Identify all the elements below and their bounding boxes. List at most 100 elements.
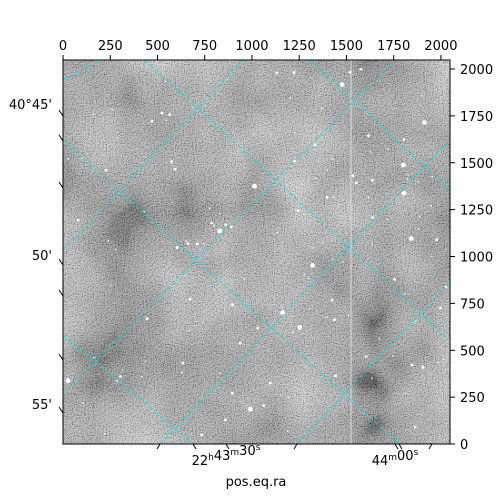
right-tick-label-0: 0 (460, 438, 468, 453)
star (342, 260, 345, 263)
star (401, 190, 407, 196)
grid-line-8 (63, 334, 194, 444)
right-tick-label-4: 1000 (460, 251, 493, 266)
star (170, 160, 174, 164)
star (367, 134, 370, 138)
star (326, 316, 329, 318)
star (303, 273, 306, 276)
star (354, 181, 358, 185)
star (431, 175, 434, 178)
star (289, 97, 292, 99)
star (325, 196, 329, 199)
star (151, 410, 153, 413)
star (367, 196, 370, 199)
star (371, 216, 374, 220)
star (203, 243, 205, 245)
star (309, 307, 311, 310)
star (109, 284, 112, 286)
star (421, 365, 425, 369)
star (348, 71, 352, 74)
star (386, 218, 389, 221)
star (410, 363, 414, 367)
star (419, 215, 421, 218)
grid-line-7 (309, 60, 450, 191)
top-tick-label-6: 1500 (330, 39, 363, 54)
star (296, 209, 300, 212)
star (402, 137, 406, 141)
dec-tick-label-2: 55' (32, 398, 52, 413)
star (65, 378, 71, 384)
star (141, 375, 143, 378)
star (287, 396, 290, 399)
star (145, 317, 149, 321)
star (312, 247, 314, 249)
star (364, 355, 368, 358)
star (422, 120, 427, 125)
star (229, 225, 233, 229)
star (292, 331, 294, 334)
top-tick-label-0: 0 (59, 39, 67, 54)
dec-minor-tick-0 (58, 134, 64, 142)
star (417, 228, 420, 230)
star (387, 147, 390, 150)
star (238, 341, 242, 345)
grid-line-2 (63, 60, 396, 394)
star (150, 119, 154, 123)
star (435, 238, 439, 242)
star (93, 356, 95, 359)
dec-axis: 40°45' 50' 55' (9, 98, 64, 414)
star (82, 402, 84, 404)
star (392, 355, 394, 358)
grid-line-4 (296, 281, 450, 444)
star (331, 158, 334, 160)
star (253, 134, 255, 136)
star (339, 82, 345, 87)
star (413, 425, 417, 429)
star (280, 310, 285, 316)
dec-tick-label-0: 40°45' (9, 98, 52, 113)
ra-tick-0 (225, 443, 230, 450)
star (430, 205, 433, 207)
star (175, 246, 179, 249)
star (210, 221, 214, 225)
star (226, 78, 228, 81)
star (268, 381, 272, 385)
star (230, 391, 234, 395)
top-tick-label-7: 1750 (377, 39, 410, 54)
star (104, 168, 108, 172)
ra-tick-label-1: 44m00s (372, 448, 419, 469)
star (200, 433, 204, 437)
top-tick-label-1: 250 (98, 39, 123, 54)
star (213, 224, 215, 227)
star (168, 113, 171, 116)
star (165, 119, 167, 122)
star (121, 369, 124, 371)
star (218, 213, 221, 215)
star (408, 236, 414, 241)
star (321, 107, 323, 109)
star (116, 137, 119, 140)
star (286, 430, 289, 433)
dec-tick-2 (58, 406, 64, 414)
star-field (65, 67, 448, 437)
coordinate-grid (63, 60, 450, 444)
star (173, 167, 177, 171)
ra-tick-1 (394, 443, 399, 450)
star (279, 394, 282, 397)
star (185, 240, 188, 242)
star (276, 231, 278, 234)
star (439, 306, 442, 310)
grid-line-1 (63, 60, 244, 251)
sky-image (63, 60, 450, 444)
star (223, 418, 227, 422)
star (359, 67, 363, 71)
top-pixel-axis: 0 250 500 750 1000 1250 1500 1750 2000 (59, 39, 457, 60)
star (188, 330, 190, 332)
ra-minor-tick-4 (428, 443, 433, 450)
star (92, 113, 94, 116)
star (415, 320, 417, 322)
star (143, 211, 146, 213)
star (107, 240, 110, 242)
top-tick-label-4: 1000 (235, 39, 268, 54)
